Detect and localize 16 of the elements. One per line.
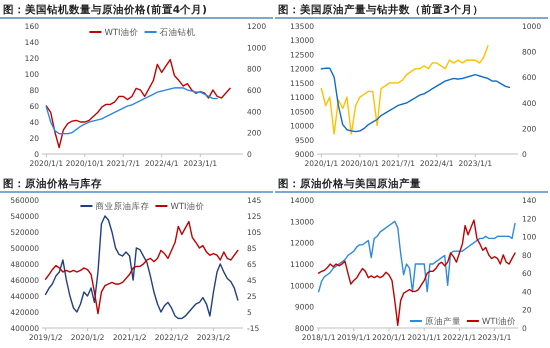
line-series bbox=[318, 220, 516, 292]
line-series bbox=[46, 58, 231, 148]
legend-label: WTI油价 bbox=[104, 27, 139, 38]
line-series bbox=[46, 87, 218, 134]
chart-title: 图：原油价格与美国原油产量 bbox=[278, 177, 421, 190]
legend-label: 原油产量 bbox=[424, 316, 461, 327]
line-series bbox=[320, 45, 489, 135]
legend-label: WTI油价 bbox=[170, 201, 205, 212]
chart-title: 图：原油价格与库存 bbox=[3, 177, 102, 190]
chart-title: 图：美国钻机数量与原油价格(前置4个月) bbox=[3, 3, 207, 16]
line-series bbox=[318, 219, 516, 326]
legend-label: WTI油价 bbox=[482, 316, 516, 327]
legend-label: 石油钻机 bbox=[160, 27, 196, 38]
line-series bbox=[320, 68, 510, 132]
chart-title: 图：美国原油产量与钻井数（前置3个月） bbox=[278, 3, 484, 16]
legend-label: 商业原油库存 bbox=[95, 201, 150, 212]
